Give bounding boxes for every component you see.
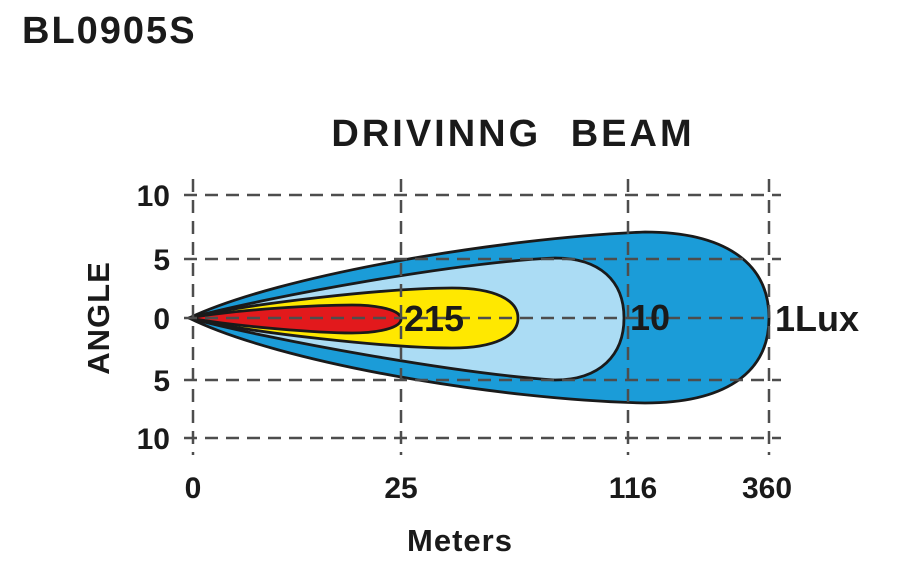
y-tick-10-bottom: 10 — [137, 423, 170, 456]
y-tick-10-top: 10 — [137, 180, 170, 213]
contour-label-1lux: 1Lux — [775, 298, 859, 339]
x-tick-25: 25 — [384, 472, 417, 505]
gridlines — [184, 179, 781, 455]
chart-title: DRIVINNG BEAM — [331, 113, 694, 155]
x-axis-label: Meters — [407, 523, 513, 558]
y-axis-ticks: 10 5 0 5 10 — [137, 180, 170, 456]
product-code-title: BL0905S — [22, 10, 197, 52]
x-tick-360: 360 — [742, 472, 792, 505]
y-tick-0: 0 — [153, 303, 170, 336]
contour-label-215: 215 — [404, 298, 464, 339]
x-axis-ticks: 0 25 116 360 — [185, 472, 792, 505]
x-tick-0: 0 — [185, 472, 202, 505]
x-tick-116: 116 — [609, 472, 657, 505]
contour-label-10: 10 — [630, 297, 670, 338]
y-tick-5-bottom: 5 — [153, 365, 170, 398]
y-axis-label: ANGLE — [81, 261, 116, 375]
y-tick-5-top: 5 — [153, 244, 170, 277]
